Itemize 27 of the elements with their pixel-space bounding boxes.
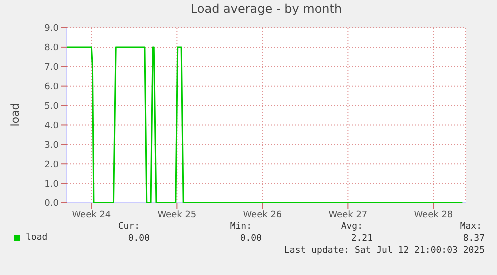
text: Last update: Sat Jul 12 21:00:03 2025 [284,246,485,256]
text: Avg: [341,222,363,232]
chart-title: Load average - by month [190,2,344,16]
x-tick-label: Week 26 [243,210,282,220]
text: Min: [230,222,252,232]
y-tick-label: 1.0 [44,180,60,190]
x-tick-label: Week 24 [72,210,112,220]
text: 8.37 [463,234,485,244]
x-tick-label: Week 25 [158,210,197,220]
y-tick-label: 5.0 [44,102,60,112]
y-tick-label: 4.0 [44,121,60,132]
text: 0.00 [128,234,150,244]
y-tick-label: 0.0 [44,199,60,210]
x-tick-label: Week 27 [328,210,368,220]
text: 0.00 [240,234,262,244]
y-tick-label: 3.0 [44,140,60,151]
text: 2.21 [351,234,373,244]
y-axis-title: load [9,102,23,129]
text: Max: [460,222,482,232]
y-tick-label: 7.0 [44,63,60,74]
x-tick-label: Week 28 [414,210,454,220]
text: Cur: [118,222,140,232]
y-tick-label: 9.0 [44,24,60,34]
legend-label: load [26,233,48,243]
y-tick-label: 2.0 [44,160,60,170]
y-tick-label: 8.0 [44,44,60,54]
y-tick-label: 6.0 [44,82,60,93]
